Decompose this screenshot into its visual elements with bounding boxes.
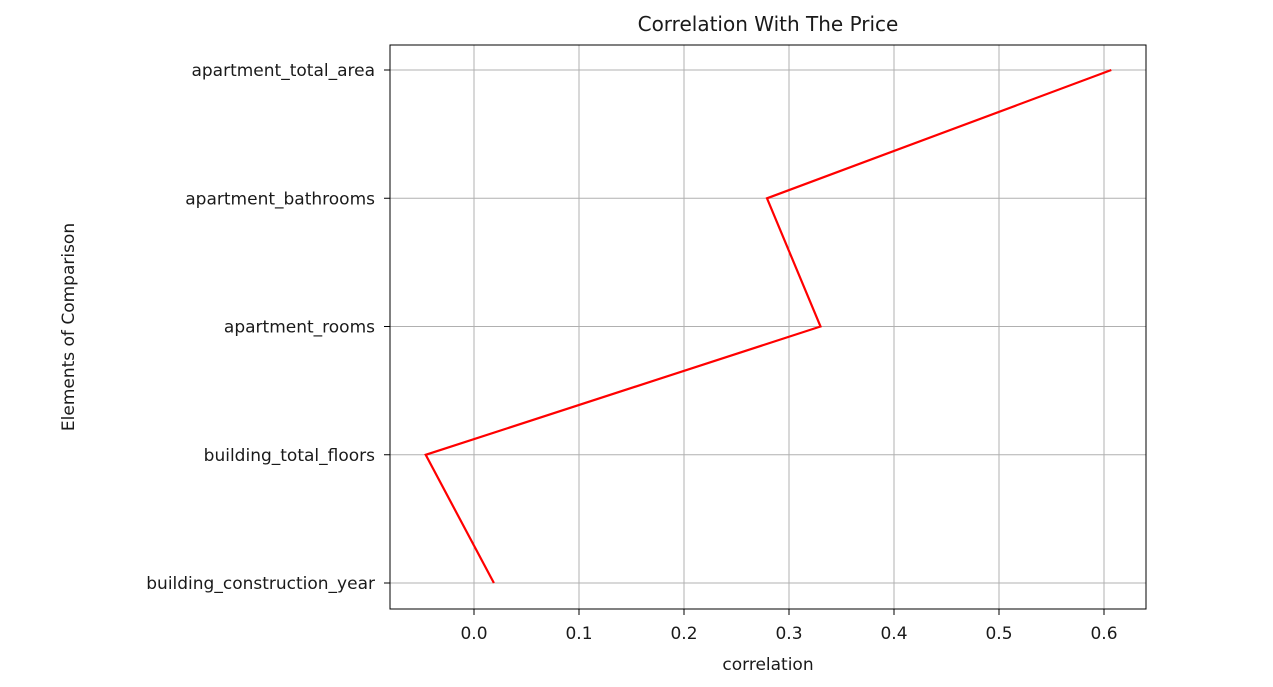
y-axis-label: Elements of Comparison bbox=[59, 223, 79, 431]
x-tick-label: 0.5 bbox=[985, 624, 1012, 644]
y-tick-label: apartment_bathrooms bbox=[185, 189, 375, 209]
x-tick-label: 0.3 bbox=[775, 624, 802, 644]
y-axis-ticks: building_construction_year building_total… bbox=[146, 61, 390, 594]
y-tick-label: building_total_floors bbox=[204, 446, 375, 466]
x-tick-label: 0.6 bbox=[1090, 624, 1117, 644]
x-tick-label: 0.2 bbox=[670, 624, 697, 644]
x-tick-label: 0.1 bbox=[565, 624, 592, 644]
x-tick-label: 0.0 bbox=[460, 624, 487, 644]
x-axis-label: correlation bbox=[722, 655, 813, 675]
x-axis-ticks: 0.0 0.1 0.2 0.3 0.4 0.5 0.6 bbox=[460, 609, 1118, 644]
grid bbox=[390, 45, 1146, 609]
y-tick-label: apartment_rooms bbox=[224, 318, 375, 338]
y-tick-label: building_construction_year bbox=[146, 574, 375, 594]
series-layer bbox=[424, 68, 1112, 584]
chart-title: Correlation With The Price bbox=[638, 12, 899, 36]
y-tick-label: apartment_total_area bbox=[191, 61, 375, 81]
x-tick-label: 0.4 bbox=[880, 624, 907, 644]
